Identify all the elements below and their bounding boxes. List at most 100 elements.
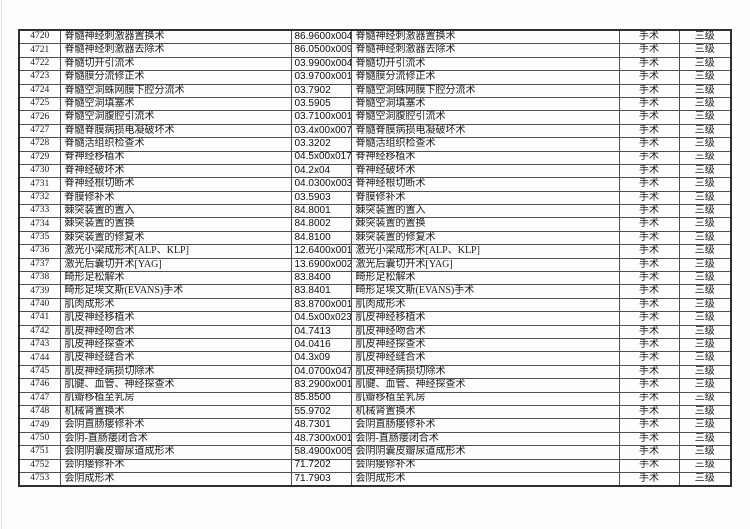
level-cell: 三级 — [678, 190, 732, 206]
procedure-name-repeat-cell: 肌皮神经病损切除术 — [350, 364, 620, 380]
procedure-code-cell: 03.5905 — [290, 96, 352, 112]
procedure-code-cell: 03.7902 — [290, 83, 352, 98]
row-number-cell: 4732 — [18, 190, 61, 206]
category-cell: 手术 — [618, 337, 680, 353]
procedure-code-cell: 86.0500x009 — [290, 43, 352, 58]
procedure-table: 4720 脊髓神经刺激器置换术 86.9600x004 脊髓神经刺激器置换术 手… — [18, 29, 732, 488]
procedure-code-cell: 13.6900x002 — [290, 257, 352, 273]
table-row: 4723 脊髓膜分流修正术 03.9700x001 脊髓膜分流修正术 手术 三级 — [18, 70, 732, 85]
procedure-name-repeat-cell: 脊髓空洞填塞术 — [350, 96, 620, 112]
level-cell: 三级 — [678, 324, 732, 339]
level-cell: 三级 — [678, 297, 732, 313]
category-cell: 手术 — [618, 324, 680, 339]
procedure-name-repeat-cell: 会阴瘘修补术 — [350, 458, 620, 473]
row-number-cell: 4726 — [18, 110, 61, 125]
category-cell: 手术 — [618, 431, 680, 447]
procedure-code-cell: 03.9700x001 — [290, 70, 352, 85]
row-number-cell: 4733 — [18, 204, 61, 219]
procedure-name-cell: 畸形足松解术 — [59, 271, 292, 286]
level-cell: 三级 — [678, 230, 732, 246]
procedure-name-cell: 机械肾置换术 — [59, 404, 292, 420]
procedure-code-cell: 71.7903 — [290, 471, 352, 487]
procedure-name-repeat-cell: 棘突装置的修复术 — [350, 230, 620, 246]
procedure-name-cell: 肌皮神经吻合术 — [59, 324, 292, 339]
level-cell: 三级 — [678, 123, 732, 139]
procedure-code-cell: 04.0700x047 — [290, 364, 352, 380]
procedure-name-repeat-cell: 肌皮神经吻合术 — [350, 324, 620, 339]
table-row: 4735 棘突装置的修复术 84.8100 棘突装置的修复术 手术 三级 — [18, 230, 732, 246]
category-cell: 手术 — [618, 471, 680, 487]
procedure-name-repeat-cell: 肌皮神经缝合术 — [350, 351, 620, 366]
row-number-cell: 4736 — [18, 244, 61, 259]
level-cell: 三级 — [678, 364, 732, 380]
procedure-name-repeat-cell: 脊膜修补术 — [350, 190, 620, 206]
procedure-name-cell: 脊髓神经刺激器去除术 — [59, 43, 292, 58]
procedure-code-cell: 04.7413 — [290, 324, 352, 339]
category-cell: 手术 — [618, 391, 680, 406]
table-row: 4730 脊神经破坏术 04.2x04 脊神经破坏术 手术 三级 — [18, 163, 732, 179]
procedure-code-cell: 83.8700x001 — [290, 297, 352, 313]
procedure-name-repeat-cell: 激光后囊切开术[YAG] — [350, 257, 620, 273]
level-cell: 三级 — [678, 418, 732, 433]
row-number-cell: 4753 — [18, 471, 61, 487]
table-row: 4734 棘突装置的置换 84.8002 棘突装置的置换 手术 三级 — [18, 217, 732, 232]
category-cell: 手术 — [618, 190, 680, 206]
level-cell: 三级 — [678, 271, 732, 286]
procedure-code-cell: 71.7202 — [290, 458, 352, 473]
row-number-cell: 4728 — [18, 137, 61, 152]
category-cell: 手术 — [618, 43, 680, 58]
level-cell: 三级 — [678, 378, 732, 393]
procedure-code-cell: 84.8001 — [290, 204, 352, 219]
category-cell: 手术 — [618, 378, 680, 393]
row-number-cell: 4735 — [18, 230, 61, 246]
table-row: 4743 肌皮神经探查术 04.0416 肌皮神经探查术 手术 三级 — [18, 337, 732, 353]
category-cell: 手术 — [618, 137, 680, 152]
procedure-name-cell: 肌皮神经探查术 — [59, 337, 292, 353]
procedure-code-cell: 03.9900x004 — [290, 56, 352, 72]
procedure-name-cell: 脊髓膜分流修正术 — [59, 70, 292, 85]
row-number-cell: 4746 — [18, 378, 61, 393]
procedure-table-body: 4720 脊髓神经刺激器置换术 86.9600x004 脊髓神经刺激器置换术 手… — [18, 29, 732, 487]
procedure-code-cell: 83.8401 — [290, 284, 352, 299]
procedure-name-repeat-cell: 脊髓膜分流修正术 — [350, 70, 620, 85]
row-number-cell: 4731 — [18, 177, 61, 192]
row-number-cell: 4720 — [18, 29, 61, 45]
row-number-cell: 4734 — [18, 217, 61, 232]
procedure-name-cell: 会阴直肠瘘修补术 — [59, 418, 292, 433]
procedure-code-cell: 86.9600x004 — [290, 29, 352, 45]
row-number-cell: 4739 — [18, 284, 61, 299]
procedure-name-cell: 肌瓣移植至乳房 — [59, 391, 292, 406]
procedure-code-cell: 04.0300x003 — [290, 177, 352, 192]
procedure-name-cell: 脊髓空洞蛛网膜下腔分流术 — [59, 83, 292, 98]
level-cell: 三级 — [678, 217, 732, 232]
procedure-name-cell: 棘突装置的修复术 — [59, 230, 292, 246]
category-cell: 手术 — [618, 217, 680, 232]
procedure-name-cell: 肌皮神经病损切除术 — [59, 364, 292, 380]
level-cell: 三级 — [678, 29, 732, 45]
row-number-cell: 4741 — [18, 311, 61, 326]
table-row: 4721 脊髓神经刺激器去除术 86.0500x009 脊髓神经刺激器去除术 手… — [18, 43, 732, 58]
procedure-code-cell: 83.2900x001 — [290, 378, 352, 393]
row-number-cell: 4747 — [18, 391, 61, 406]
procedure-name-cell: 肌肉成形术 — [59, 297, 292, 313]
procedure-name-repeat-cell: 脊髓空洞蛛网膜下腔分流术 — [350, 83, 620, 98]
category-cell: 手术 — [618, 123, 680, 139]
row-number-cell: 4722 — [18, 56, 61, 72]
category-cell: 手术 — [618, 404, 680, 420]
row-number-cell: 4725 — [18, 96, 61, 112]
procedure-name-repeat-cell: 脊神经破坏术 — [350, 163, 620, 179]
procedure-code-cell: 85.8500 — [290, 391, 352, 406]
procedure-name-repeat-cell: 畸形足松解术 — [350, 271, 620, 286]
procedure-name-cell: 脊神经破坏术 — [59, 163, 292, 179]
procedure-code-cell: 48.7300x001 — [290, 431, 352, 447]
category-cell: 手术 — [618, 70, 680, 85]
category-cell: 手术 — [618, 150, 680, 165]
level-cell: 三级 — [678, 337, 732, 353]
level-cell: 三级 — [678, 137, 732, 152]
row-number-cell: 4744 — [18, 351, 61, 366]
procedure-code-cell: 84.8100 — [290, 230, 352, 246]
procedure-name-cell: 脊髓空洞填塞术 — [59, 96, 292, 112]
procedure-name-cell: 棘突装置的置入 — [59, 204, 292, 219]
table-row: 4724 脊髓空洞蛛网膜下腔分流术 03.7902 脊髓空洞蛛网膜下腔分流术 手… — [18, 83, 732, 98]
procedure-name-repeat-cell: 棘突装置的置换 — [350, 217, 620, 232]
